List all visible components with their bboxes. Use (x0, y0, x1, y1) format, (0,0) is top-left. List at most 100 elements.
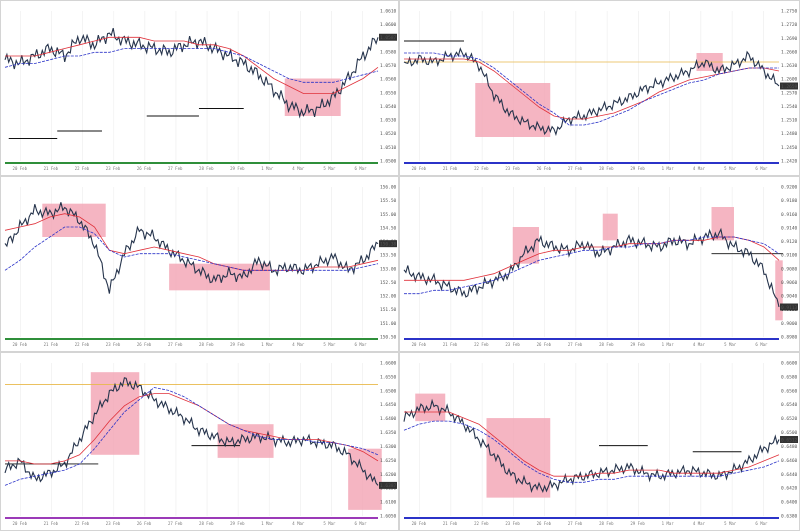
session-bar (404, 338, 779, 340)
y-tick-label: 0.9180 (781, 198, 798, 204)
chart-panel-3: 156.00155.50155.00154.50154.00153.50153.… (0, 176, 399, 352)
x-tick-label: 5 Mar (724, 342, 737, 347)
y-tick-label: 154.50 (380, 225, 397, 231)
x-tick-label: 22 Feb (474, 342, 489, 347)
y-tick-label: 1.0500 (380, 159, 397, 165)
y-tick-label: 0.9140 (781, 225, 798, 231)
series-ma_fast (5, 36, 379, 94)
series-ma_fast (5, 393, 379, 465)
x-tick-label: 4 Mar (292, 521, 305, 526)
y-tick-label: 153.50 (380, 253, 397, 259)
x-tick-label: 5 Mar (724, 166, 737, 171)
x-tick-label: 26 Feb (137, 166, 152, 171)
x-tick-label: 6 Mar (354, 166, 367, 171)
x-tick-label: 21 Feb (44, 342, 59, 347)
chart-panel-2: 1.2750 1.2720 1.2690 1.2660 1.2630 1.2600 1.25… (399, 0, 800, 176)
session-bar (404, 517, 779, 519)
series-ma_fast (404, 58, 780, 120)
x-tick-label: 27 Feb (168, 166, 183, 171)
y-tick-label: 1.0540 (380, 104, 397, 110)
y-tick-label: 1.2690 (781, 36, 798, 42)
x-tick-label: 29 Feb (230, 521, 245, 526)
x-tick-label: 6 Mar (755, 342, 768, 347)
series-price (4, 377, 379, 486)
x-tick-label: 29 Feb (230, 166, 245, 171)
y-tick-label: 0.8980 (781, 335, 798, 341)
y-tick-label: 0.9040 (781, 294, 798, 300)
y-tick-label: 151.00 (380, 321, 397, 327)
x-tick-label: 26 Feb (537, 342, 552, 347)
x-tick-label: 1 Mar (261, 521, 274, 526)
x-tick-label: 22 Feb (474, 166, 489, 171)
x-tick-label: 22 Feb (474, 521, 489, 526)
supply-demand-zone (348, 448, 382, 510)
x-tick-label: 21 Feb (443, 166, 458, 171)
last-price-label: 150.38 (380, 241, 397, 247)
y-tick-label: 1.6300 (380, 444, 397, 450)
y-tick-label: 1.2630 (781, 63, 798, 69)
x-tick-label: 23 Feb (106, 166, 121, 171)
chart-panel-4: 0.9200 0.9180 0.9160 0.9140 0.9120 0.9100 0.90… (399, 176, 800, 352)
y-tick-label: 1.0550 (380, 90, 397, 96)
last-price-tag (780, 436, 798, 443)
x-tick-label: 27 Feb (568, 342, 583, 347)
x-tick-label: 23 Feb (106, 521, 121, 526)
x-tick-label: 23 Feb (106, 342, 121, 347)
x-tick-label: 26 Feb (537, 521, 552, 526)
x-tick-label: 1 Mar (662, 166, 675, 171)
last-price-tag (379, 481, 397, 489)
y-tick-label: 0.6460 (781, 458, 798, 464)
y-tick-label: 0.6500 (781, 430, 798, 436)
y-tick-label: 0.9100 (781, 253, 798, 259)
x-tick-label: 20 Feb (13, 342, 28, 347)
x-tick-label: 28 Feb (199, 521, 214, 526)
y-tick-label: 1.6550 (380, 374, 397, 380)
chart-svg-6: 0.6600 0.6580 0.6560 0.6540 0.6520 0.6500 0.64… (403, 361, 798, 526)
x-tick-label: 20 Feb (13, 521, 28, 526)
chart-panel-6: 0.6600 0.6580 0.6560 0.6540 0.6520 0.6500 0.64… (399, 352, 800, 531)
supply-demand-zone (486, 418, 551, 498)
y-tick-label: 1.2420 (781, 159, 798, 165)
y-tick-label: 1.0510 (380, 145, 397, 151)
y-tick-label: 1.6400 (380, 416, 397, 422)
x-tick-label: 20 Feb (412, 521, 427, 526)
y-tick-label: 0.9080 (781, 266, 798, 272)
x-tick-label: 5 Mar (724, 521, 737, 526)
y-tick-label: 1.2480 (781, 131, 798, 137)
y-tick-label: 1.0610 (380, 9, 397, 15)
y-tick-label: 0.6540 (781, 402, 798, 408)
y-tick-label: 1.0530 (380, 118, 397, 124)
y-tick-label: 1.2540 (781, 104, 798, 110)
y-tick-label: 1.2510 (781, 118, 798, 124)
y-tick-label: 0.6600 (781, 361, 798, 367)
chart-svg-4: 0.9200 0.9180 0.9160 0.9140 0.9120 0.9100 0.90… (403, 185, 798, 347)
x-tick-label: 21 Feb (443, 521, 458, 526)
y-tick-label: 1.0600 (380, 22, 397, 28)
y-tick-label: 1.0560 (380, 77, 397, 83)
y-tick-label: 0.6400 (781, 500, 798, 506)
supply-demand-zone (711, 207, 734, 241)
y-tick-label: 1.6450 (380, 402, 397, 408)
last-price-tag (379, 33, 397, 41)
supply-demand-zone (475, 83, 551, 137)
x-tick-label: 6 Mar (755, 521, 768, 526)
y-tick-label: 0.9200 (781, 185, 798, 191)
y-tick-label: 1.6350 (380, 430, 397, 436)
y-tick-label: 150.50 (380, 335, 397, 341)
y-tick-label: 0.6440 (781, 472, 798, 478)
last-price-label: 0.6512 (781, 437, 798, 443)
x-tick-label: 29 Feb (630, 342, 645, 347)
x-tick-label: 26 Feb (137, 342, 152, 347)
y-tick-label: 1.2660 (781, 49, 798, 55)
last-price-label: 0.9113 (781, 305, 798, 311)
supply-demand-zone (775, 260, 783, 321)
y-tick-label: 0.9060 (781, 280, 798, 286)
supply-demand-zone (42, 203, 106, 237)
series-price (4, 202, 379, 294)
x-tick-label: 27 Feb (568, 521, 583, 526)
y-tick-label: 153.00 (380, 266, 397, 272)
y-tick-label: 151.50 (380, 307, 397, 313)
x-tick-label: 20 Feb (412, 342, 427, 347)
chart-panel-1: 1.06101.06001.05901.05801.05701.05601.05… (0, 0, 399, 176)
x-tick-label: 1 Mar (261, 342, 274, 347)
